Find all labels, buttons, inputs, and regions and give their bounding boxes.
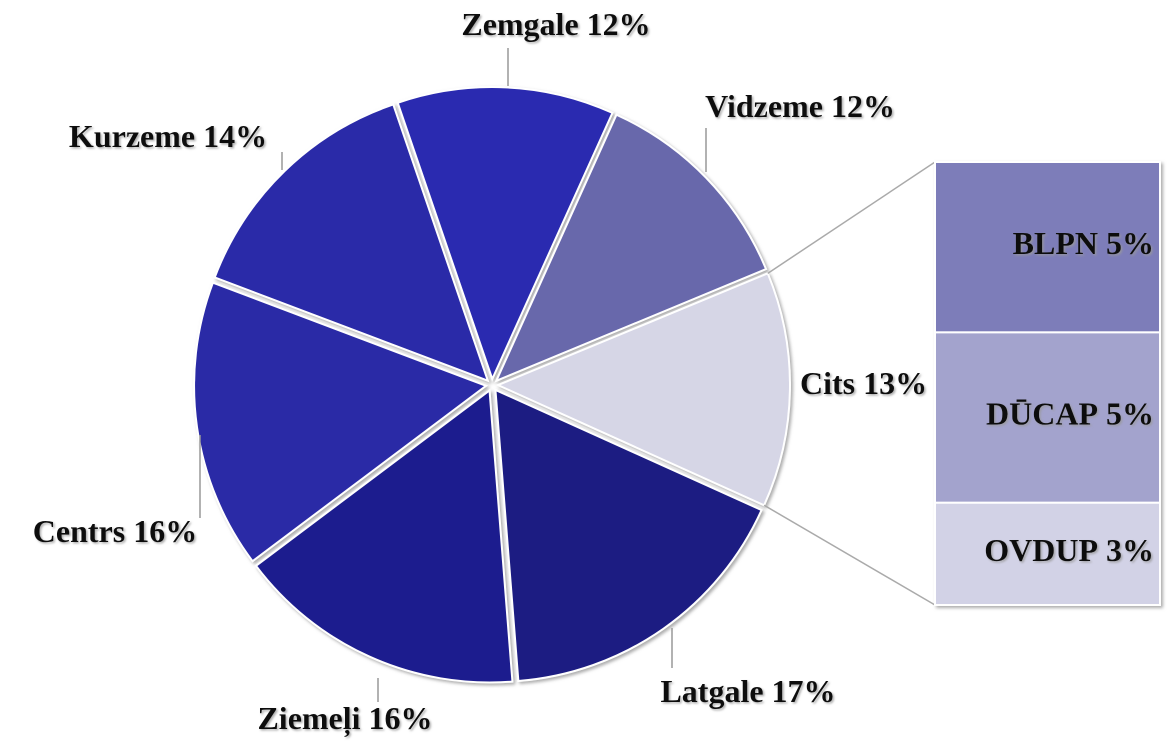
data-label: Latgale 17%: [660, 673, 835, 709]
value-label: 12%: [587, 6, 651, 42]
category-label: OVDUP: [984, 532, 1098, 568]
pie-slice: [494, 388, 763, 683]
pie-slice: [254, 388, 514, 684]
category-label: Latgale: [660, 673, 763, 709]
connector-line: [767, 161, 936, 274]
connector-line: [763, 504, 936, 606]
category-label: Kurzeme: [69, 118, 195, 154]
category-label: Cits: [800, 365, 855, 401]
category-label: Ziemeļi: [257, 700, 360, 737]
value-label: 3%: [1106, 532, 1154, 568]
category-label: Zemgale: [461, 6, 578, 42]
pie-slice: [495, 272, 791, 507]
data-label: DŪCAP 5%: [986, 396, 1154, 432]
pie-slice: [494, 113, 768, 383]
category-label: DŪCAP: [986, 396, 1098, 432]
category-label: BLPN: [1013, 226, 1098, 262]
data-label: Zemgale 12%: [461, 6, 650, 42]
value-label: 17%: [772, 673, 836, 709]
bar-segment: [934, 501, 1161, 606]
pie-slice: [396, 86, 614, 382]
data-label: Centrs 16%: [33, 513, 197, 549]
pie-slice: [193, 281, 489, 563]
breakdown-bar: [934, 161, 1161, 606]
value-label: 14%: [203, 118, 267, 154]
data-label: BLPN 5%: [1013, 226, 1154, 262]
value-label: 5%: [1106, 396, 1154, 432]
value-label: 5%: [1106, 226, 1154, 262]
data-label: OVDUP 3%: [984, 532, 1154, 568]
data-label: Cits 13%: [800, 365, 927, 401]
value-label: 12%: [831, 88, 895, 124]
value-label: 16%: [133, 513, 197, 549]
data-label: Kurzeme 14%: [69, 118, 267, 154]
pie-slice: [213, 103, 490, 383]
value-label: 13%: [863, 365, 927, 401]
value-label: 16%: [369, 700, 433, 736]
pie: [193, 86, 791, 684]
category-label: Vidzeme: [705, 88, 823, 124]
data-label: Vidzeme 12%: [705, 88, 895, 124]
category-label: Centrs: [33, 513, 125, 549]
data-label: Ziemeļi 16%: [257, 700, 432, 737]
